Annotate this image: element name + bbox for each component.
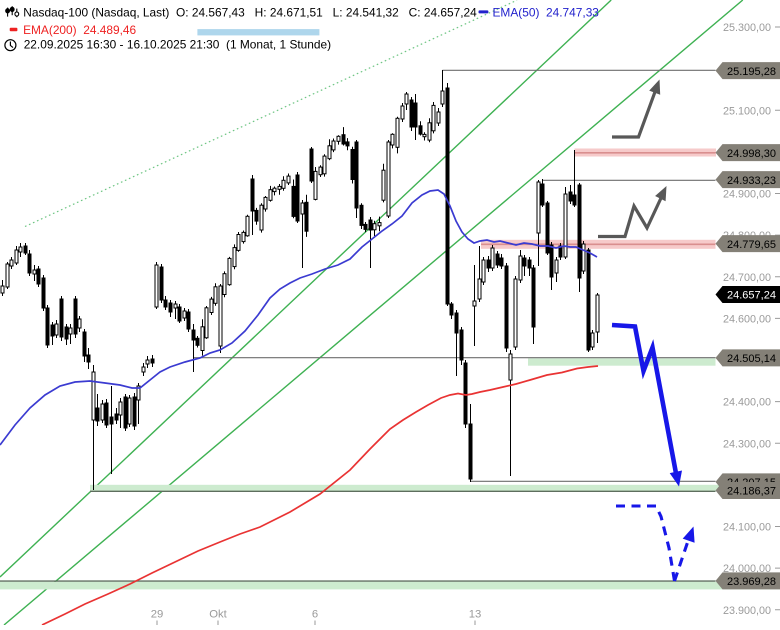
svg-text:22.09.2025 16:30 - 16.10.2025: 22.09.2025 16:30 - 16.10.2025 21:30 (1 M…: [24, 38, 331, 52]
svg-text:24.600,00: 24.600,00: [723, 313, 771, 325]
svg-text:24.998,30: 24.998,30: [727, 148, 776, 160]
svg-text:6: 6: [312, 609, 318, 621]
svg-text:24.933,23: 24.933,23: [727, 175, 776, 187]
svg-text:24.000,00: 24.000,00: [723, 563, 771, 575]
svg-text:Okt: Okt: [209, 609, 227, 621]
svg-text:24.400,00: 24.400,00: [723, 397, 771, 409]
svg-text:23.969,28: 23.969,28: [727, 576, 776, 588]
svg-text:EMA(200) 24.489,46: EMA(200) 24.489,46: [23, 23, 136, 37]
svg-text:13: 13: [469, 609, 482, 621]
svg-text:EMA(50) 24.747,33: EMA(50) 24.747,33: [493, 5, 600, 19]
svg-text:24.900,00: 24.900,00: [723, 189, 771, 201]
svg-text:25.100,00: 25.100,00: [723, 105, 771, 117]
svg-text:25.300,00: 25.300,00: [723, 22, 771, 34]
svg-text:25.195,28: 25.195,28: [727, 66, 776, 78]
svg-text:29: 29: [151, 609, 164, 621]
svg-text:24.186,37: 24.186,37: [727, 486, 776, 498]
svg-text:24.700,00: 24.700,00: [723, 272, 771, 284]
svg-text:24.100,00: 24.100,00: [723, 522, 771, 534]
svg-text:Nasdaq-100 (Nasdaq, Last) O:: Nasdaq-100 (Nasdaq, Last) O: 24.567,43 H…: [23, 5, 477, 19]
svg-text:24.505,14: 24.505,14: [727, 353, 776, 365]
svg-text:24.779,65: 24.779,65: [727, 239, 776, 251]
svg-text:23.900,00: 23.900,00: [723, 605, 771, 617]
svg-text:24.300,00: 24.300,00: [723, 438, 771, 450]
svg-text:24.657,24: 24.657,24: [727, 290, 776, 302]
